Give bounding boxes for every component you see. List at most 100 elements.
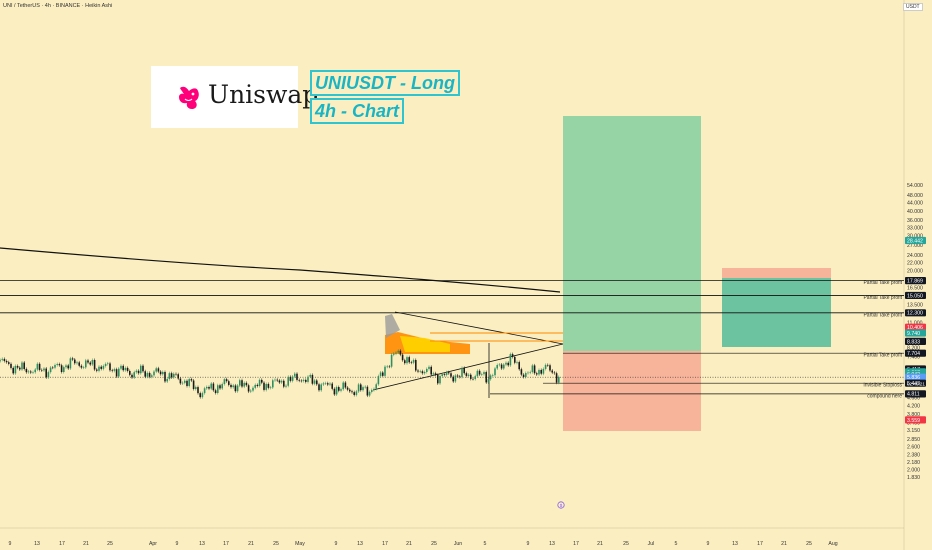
candle-body — [30, 371, 32, 373]
x-tick-label: 9 — [527, 541, 530, 547]
candle-body — [531, 365, 534, 373]
long-position-loss-zone — [563, 351, 701, 431]
candle-body — [214, 390, 217, 394]
candle-body — [177, 374, 179, 379]
candle-body — [489, 375, 492, 380]
candle-body — [228, 381, 230, 385]
price-tag-bg — [905, 329, 926, 337]
candle-body — [558, 376, 560, 383]
candle-body — [27, 371, 30, 373]
candle-body — [344, 382, 347, 388]
currency-button[interactable]: USDT — [903, 3, 923, 11]
candle-body — [415, 359, 417, 371]
candle-body — [357, 384, 360, 392]
candle-body — [498, 364, 501, 366]
candle-body — [410, 362, 413, 363]
candle-body — [254, 384, 256, 388]
candle-body — [56, 364, 58, 366]
candle-body — [221, 384, 223, 389]
candle-body — [276, 379, 278, 381]
candle-body — [472, 378, 474, 380]
candle-body — [243, 382, 245, 387]
x-tick-label: Jun — [454, 541, 462, 547]
price-tag-label: 4.811 — [907, 392, 920, 398]
candle-body — [351, 391, 353, 393]
candle-body — [5, 360, 8, 363]
y-tick-label: 24.000 — [907, 253, 923, 259]
candle-body — [432, 373, 435, 375]
symbol-header: UNI / TetherUS · 4h · BINANCE · Heikin A… — [3, 3, 113, 9]
candle-body — [91, 359, 94, 365]
candle-body — [434, 373, 437, 375]
candle-body — [157, 368, 160, 372]
candle-body — [459, 376, 461, 378]
x-tick-label: May — [295, 541, 305, 547]
candle-body — [533, 365, 536, 374]
candle-body — [25, 368, 28, 373]
candle-body — [179, 378, 182, 384]
price-tag-label: 7.704 — [907, 351, 920, 357]
candle-body — [340, 389, 342, 391]
candle-body — [234, 385, 237, 392]
candle-body — [320, 384, 322, 391]
y-tick-label: 44.000 — [907, 201, 923, 207]
candle-body — [549, 365, 551, 371]
candle-body — [186, 380, 188, 386]
candle-body — [373, 388, 375, 391]
x-tick-label: 25 — [107, 541, 113, 547]
candle-body — [120, 365, 122, 369]
candle-body — [146, 372, 149, 377]
y-tick-label: 13.500 — [907, 303, 923, 309]
candle-body — [265, 383, 267, 390]
y-tick-label: 33.000 — [907, 225, 923, 231]
x-tick-label: 17 — [59, 541, 65, 547]
candle-body — [80, 365, 83, 368]
candle-body — [269, 387, 272, 389]
candle-body — [217, 385, 219, 394]
candle-body — [36, 363, 39, 370]
candle-body — [285, 385, 287, 387]
candle-body — [98, 366, 100, 371]
candle-body — [135, 370, 138, 373]
events-icon[interactable]: $ — [557, 501, 565, 509]
candle-body — [60, 365, 63, 372]
price-tag-label: 5.443 — [907, 381, 920, 387]
candle-body — [555, 373, 558, 383]
candle-body — [129, 370, 131, 375]
candle-body — [0, 359, 1, 362]
candle-body — [113, 369, 116, 371]
candle-body — [450, 373, 452, 377]
candle-body — [159, 371, 162, 375]
candle-body — [386, 366, 388, 368]
y-tick-label: 54.000 — [907, 183, 923, 189]
candle-body — [208, 386, 210, 389]
candle-body — [87, 360, 89, 363]
price-tag-bg — [905, 277, 926, 285]
candle-body — [439, 376, 441, 384]
x-tick-label: 25 — [806, 541, 812, 547]
candle-body — [335, 387, 338, 395]
candle-body — [353, 392, 355, 395]
candle-body — [223, 379, 226, 385]
y-tick-label: 4.600 — [907, 396, 920, 402]
candle-body — [382, 372, 384, 376]
candle-body — [195, 387, 197, 389]
candle-body — [525, 373, 527, 377]
candle-body — [38, 363, 41, 370]
candle-body — [258, 379, 261, 386]
candle-body — [401, 354, 404, 361]
candle-body — [529, 372, 531, 373]
price-tag-bg — [905, 323, 926, 331]
candle-body — [122, 365, 124, 371]
x-tick-label: 21 — [83, 541, 89, 547]
candle-body — [296, 373, 298, 380]
y-tick-label: 48.000 — [907, 193, 923, 199]
candle-body — [421, 371, 424, 374]
candle-body — [551, 370, 553, 373]
candle-body — [71, 358, 74, 360]
candle-body — [388, 366, 391, 368]
x-tick-label: 25 — [273, 541, 279, 547]
candle-body — [452, 376, 454, 382]
candle-body — [349, 389, 351, 392]
